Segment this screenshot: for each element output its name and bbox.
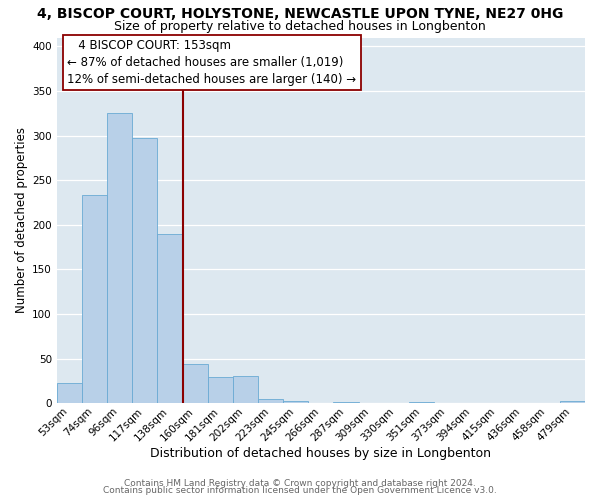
Text: Contains public sector information licensed under the Open Government Licence v3: Contains public sector information licen… bbox=[103, 486, 497, 495]
Text: 4, BISCOP COURT, HOLYSTONE, NEWCASTLE UPON TYNE, NE27 0HG: 4, BISCOP COURT, HOLYSTONE, NEWCASTLE UP… bbox=[37, 8, 563, 22]
Bar bbox=[258, 398, 283, 403]
Text: Size of property relative to detached houses in Longbenton: Size of property relative to detached ho… bbox=[114, 20, 486, 33]
Bar bbox=[57, 382, 82, 403]
Y-axis label: Number of detached properties: Number of detached properties bbox=[15, 128, 28, 314]
Bar bbox=[560, 400, 585, 403]
Bar bbox=[233, 376, 258, 403]
Bar bbox=[208, 378, 233, 403]
Bar bbox=[334, 402, 359, 403]
Bar bbox=[82, 196, 107, 403]
Bar bbox=[182, 364, 208, 403]
Bar bbox=[107, 114, 132, 403]
Bar bbox=[157, 234, 182, 403]
Bar bbox=[409, 402, 434, 403]
X-axis label: Distribution of detached houses by size in Longbenton: Distribution of detached houses by size … bbox=[151, 447, 491, 460]
Bar bbox=[283, 400, 308, 403]
Bar bbox=[132, 138, 157, 403]
Text: 4 BISCOP COURT: 153sqm
← 87% of detached houses are smaller (1,019)
12% of semi-: 4 BISCOP COURT: 153sqm ← 87% of detached… bbox=[67, 40, 356, 86]
Text: Contains HM Land Registry data © Crown copyright and database right 2024.: Contains HM Land Registry data © Crown c… bbox=[124, 478, 476, 488]
